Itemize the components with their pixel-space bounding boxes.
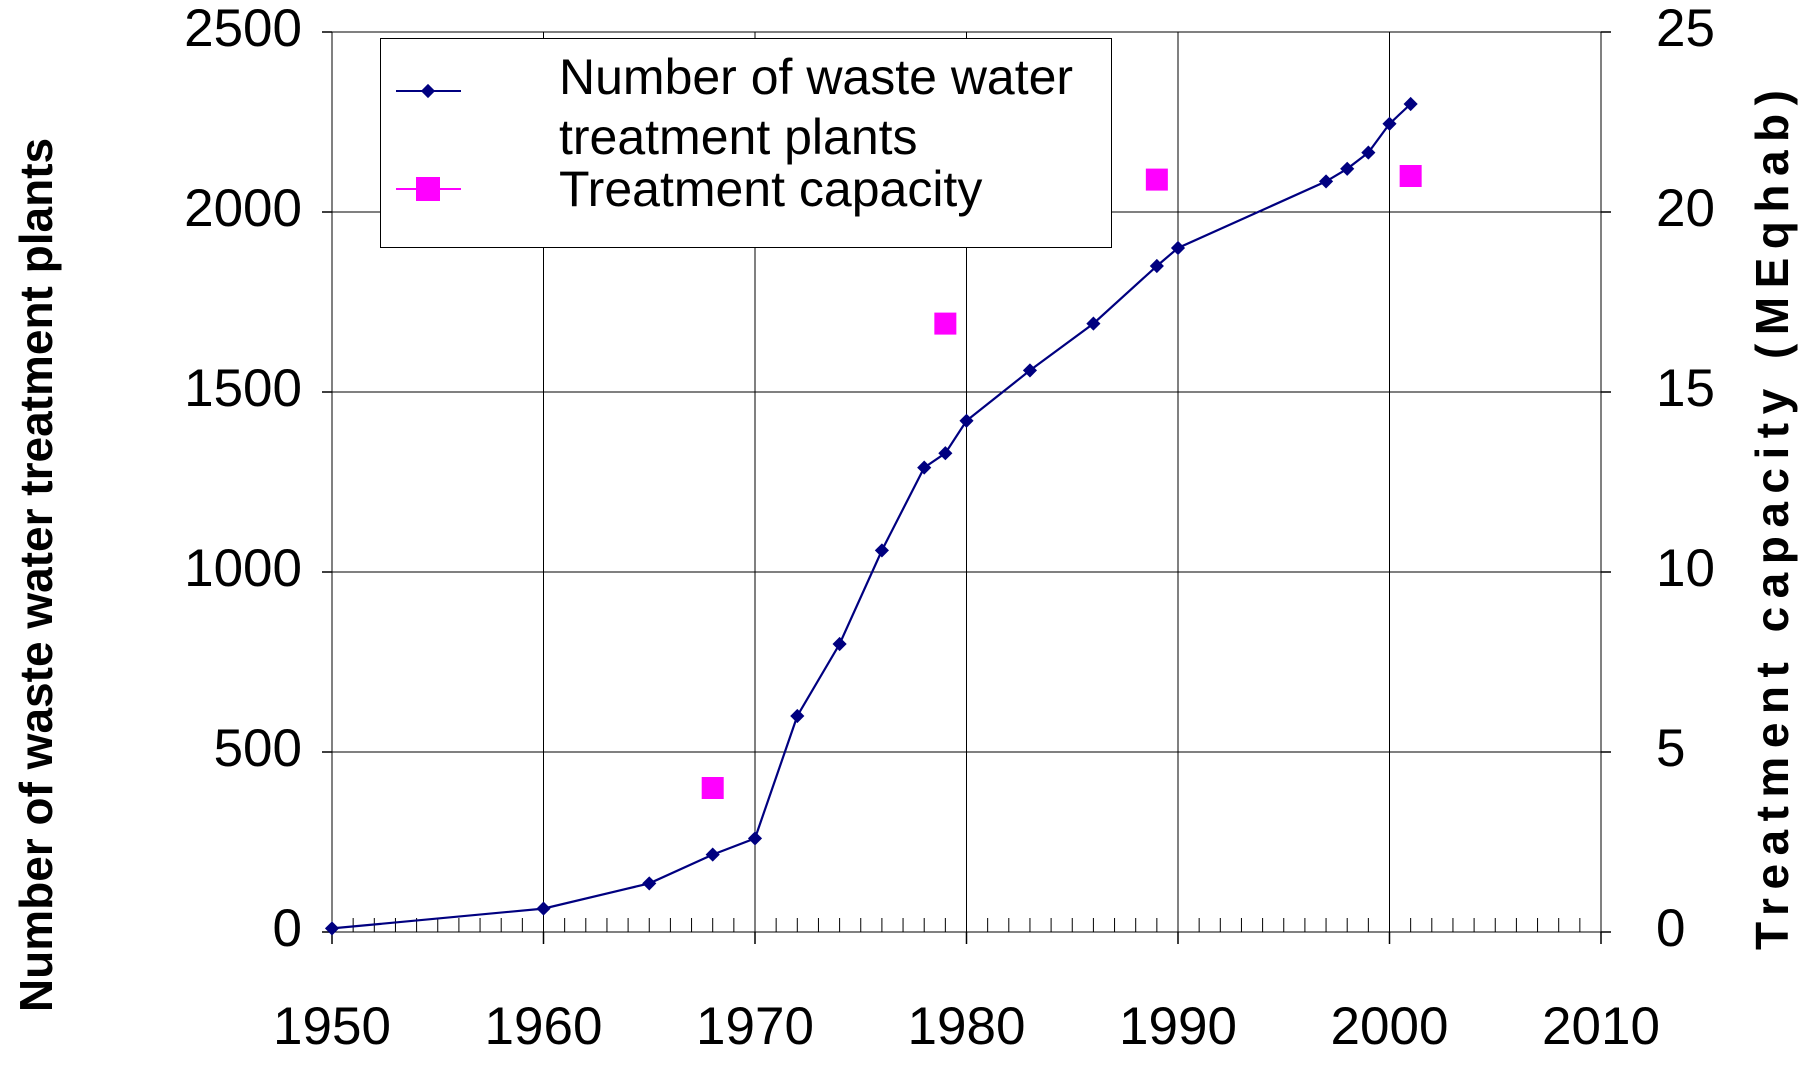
y2-tick-label: 20 <box>1656 179 1715 238</box>
marker <box>701 777 724 799</box>
marker <box>1399 165 1422 187</box>
x-tick-label: 1990 <box>1119 997 1237 1056</box>
x-tick-label: 1980 <box>908 997 1026 1056</box>
x-tick-label: 1950 <box>273 997 391 1056</box>
marker <box>1086 316 1101 331</box>
marker <box>536 901 551 916</box>
x-tick-label: 1960 <box>485 997 603 1056</box>
marker <box>747 831 763 846</box>
marker <box>938 446 953 461</box>
marker <box>832 636 847 652</box>
legend-marker <box>416 177 440 201</box>
marker <box>1022 363 1038 378</box>
marker <box>790 708 805 724</box>
y-tick-label: 1000 <box>184 539 302 598</box>
marker <box>642 876 657 891</box>
marker <box>324 921 340 936</box>
x-tick-label: 2010 <box>1542 997 1660 1056</box>
marker <box>1145 168 1168 191</box>
y2-axis-label: Treatment capacity (MEqhab) <box>1746 90 1798 950</box>
y2-tick-label: 15 <box>1656 359 1715 418</box>
marker <box>1340 161 1355 176</box>
legend-marker <box>420 83 436 99</box>
y2-tick-label: 10 <box>1656 539 1715 598</box>
y2-tick-label: 5 <box>1656 719 1685 778</box>
marker <box>705 847 720 862</box>
legend: Number of waste water treatment plants T… <box>380 38 1112 248</box>
marker <box>917 460 932 475</box>
y-tick-label: 2000 <box>184 179 302 238</box>
x-tick-label: 1970 <box>696 997 814 1056</box>
y2-tick-label: 0 <box>1656 899 1685 958</box>
y-tick-label: 500 <box>214 719 302 778</box>
y-axis-label: Number of waste water treatment plants <box>10 138 62 1012</box>
marker <box>1382 116 1397 131</box>
marker <box>1318 174 1334 189</box>
marker <box>1149 258 1164 274</box>
y-tick-label: 1500 <box>184 359 302 418</box>
y-tick-label: 0 <box>273 899 302 958</box>
marker <box>959 413 974 428</box>
marker <box>1403 96 1418 112</box>
legend-label: Number of waste water treatment plants <box>559 49 1074 165</box>
legend-label: Treatment capacity <box>559 161 983 217</box>
y2-tick-label: 25 <box>1656 0 1715 58</box>
plot-frame <box>331 31 1602 933</box>
marker <box>934 312 957 335</box>
y-tick-label: 2500 <box>184 0 302 58</box>
legend-symbols <box>396 83 461 201</box>
marker <box>1170 240 1186 256</box>
x-tick-label: 2000 <box>1331 997 1449 1056</box>
marker <box>1361 145 1376 160</box>
marker <box>874 543 889 558</box>
